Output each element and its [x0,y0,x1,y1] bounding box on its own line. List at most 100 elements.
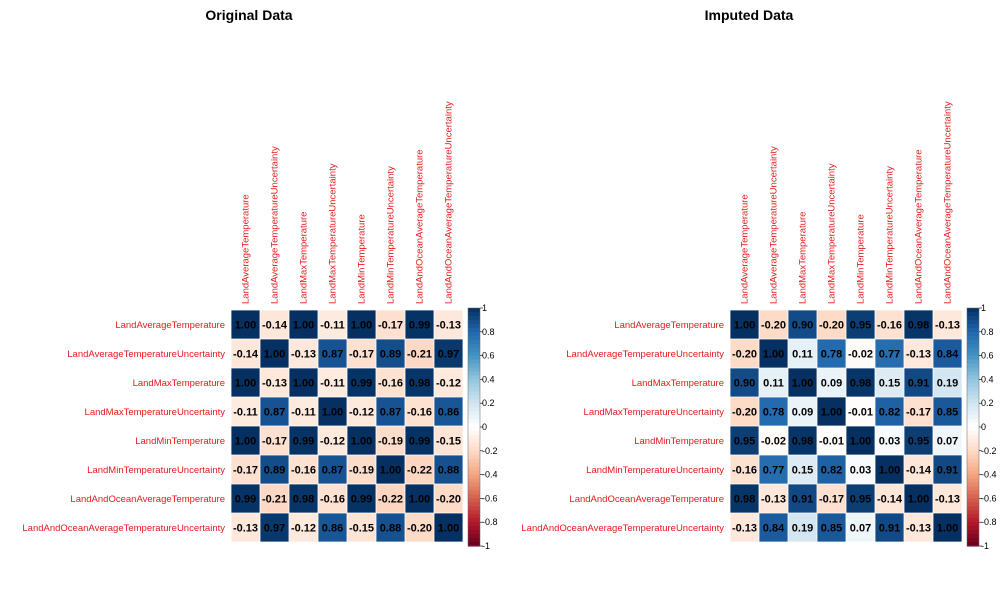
heatmap-cell [904,513,933,542]
cell-value-label: -0.20 [761,320,786,332]
heatmap-cell [817,397,846,426]
cell-value-label: -0.13 [233,523,258,535]
cell-value-label: -0.13 [935,320,960,332]
heatmap-cell [904,426,933,455]
column-label: LandMinTemperature [856,214,867,304]
cell-value-label: 1.00 [734,320,755,332]
cell-value-label: 0.97 [438,349,459,361]
cell-value-label: -0.16 [291,465,316,477]
cell-value-label: 1.00 [351,320,372,332]
cell-value-label: -0.16 [407,407,432,419]
heatmap-cell [289,484,318,513]
cell-value-label: 1.00 [879,465,900,477]
colorbar-segment [468,407,480,412]
colorbar-segment [468,454,480,460]
cell-value-label: -0.14 [262,320,288,332]
colorbar-segment [468,490,480,496]
cell-value-label: -0.19 [349,465,374,477]
heatmap-cell [759,310,788,339]
column-label: LandMinTemperatureUncertainty [885,166,896,304]
colorbar-segment [967,518,979,523]
heatmap-cell [376,455,405,484]
cell-value-label: 1.00 [264,349,285,361]
colorbar-segment [967,538,979,543]
heatmap-cell [846,339,875,368]
colorbar-segment [967,474,979,480]
heatmap-cell [434,339,463,368]
cell-value-label: -0.22 [407,465,432,477]
heatmap-cell [875,397,904,426]
heatmap-cell [231,397,260,426]
heatmap-cell [347,310,376,339]
cell-value-label: -0.17 [262,436,287,448]
colorbar-segment [967,383,979,388]
heatmap-cell [405,397,434,426]
colorbar-segment [468,343,480,349]
heatmap-cell [405,484,434,513]
cell-value-label: -0.16 [320,494,345,506]
cell-value-label: 1.00 [438,523,459,535]
colorbar-segment [468,470,480,476]
correlation-plot-original: Original Data 1.00 -0.14 1.00 -0.11 1.00 -0.17… [22,7,497,551]
colorbar-segment [468,331,480,337]
heatmap-cell [405,339,434,368]
heatmap-cell [405,426,434,455]
cell-value-label: 0.87 [264,407,285,419]
colorbar-tick-label: 0.2 [482,398,495,408]
row-label: LandMinTemperatureUncertainty [87,465,225,476]
cell-value-label: 0.15 [792,465,813,477]
colorbar-tick-label: 0.8 [981,327,994,337]
cell-value-label: -0.13 [732,523,757,535]
colorbar-segment [967,490,979,496]
column-label: LandMaxTemperatureUncertainty [328,163,339,304]
colorbar-segment [468,542,480,547]
heatmap-cell [788,426,817,455]
heatmap-cell [231,455,260,484]
heatmap-cell [405,513,434,542]
colorbar-segment [468,415,480,420]
colorbar-segment [967,423,979,428]
column-label: LandAverageTemperatureUncertainty [270,146,281,304]
cell-value-label: -0.17 [349,349,374,361]
heatmap-cell [289,339,318,368]
cell-value-label: -0.22 [378,494,403,506]
colorbar-segment [468,419,480,424]
heatmap-cell [260,368,289,397]
heatmap-cell [231,339,260,368]
heatmap-cell [759,426,788,455]
cell-value-label: 0.95 [850,494,871,506]
cell-value-label: -0.02 [848,349,873,361]
heatmap-cell [289,397,318,426]
heatmap-cell [846,397,875,426]
cell-value-label: 1.00 [322,407,343,419]
colorbar-tick-label: -0.2 [981,446,997,456]
colorbar-segment [967,438,979,444]
colorbar-segment [967,331,979,337]
heatmap-cell [434,426,463,455]
heatmap-cell [817,310,846,339]
colorbar-segment [468,403,480,408]
heatmap-cell [788,455,817,484]
cell-value-label: -0.17 [233,465,258,477]
heatmap-cell [933,310,962,339]
cell-value-label: -0.16 [877,320,902,332]
cell-value-label: 0.98 [409,378,430,390]
cell-value-label: -0.19 [378,436,403,448]
cell-value-label: 0.87 [322,349,343,361]
cell-value-label: -0.13 [935,494,960,506]
cell-value-label: 0.85 [821,523,842,535]
column-label: LandMaxTemperature [798,212,809,304]
heatmap-cell [846,310,875,339]
colorbar-segment [967,466,979,472]
cell-value-label: -0.16 [732,465,757,477]
heatmap-cell [730,310,759,339]
heatmap-cell [434,455,463,484]
colorbar-segment [967,462,979,468]
cell-value-label: 0.98 [792,436,813,448]
cell-value-label: 1.00 [293,320,314,332]
row-label: LandAverageTemperature [614,320,724,331]
row-label: LandAndOceanAverageTemperatureUncertaint… [22,523,225,534]
colorbar-segment [468,502,480,507]
cell-value-label: -0.11 [320,320,344,332]
heatmap-cell [788,368,817,397]
